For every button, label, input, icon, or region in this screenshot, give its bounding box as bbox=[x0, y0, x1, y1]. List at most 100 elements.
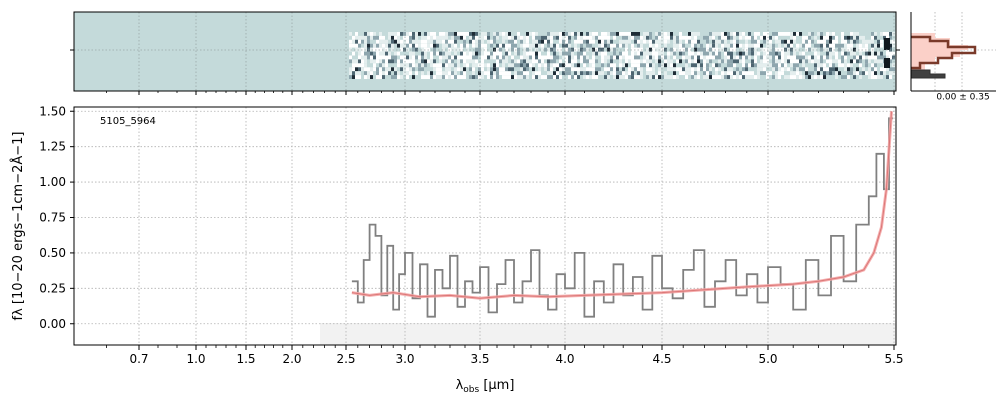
pixel bbox=[568, 67, 571, 72]
pixel bbox=[715, 32, 718, 36]
pixel bbox=[652, 51, 655, 56]
pixel bbox=[760, 55, 763, 60]
pixel bbox=[778, 39, 781, 44]
pixel bbox=[844, 71, 847, 76]
pixel bbox=[589, 59, 592, 64]
pixel bbox=[658, 71, 661, 76]
pixel bbox=[412, 35, 415, 40]
pixel bbox=[631, 63, 634, 68]
pixel bbox=[424, 35, 427, 40]
pixel bbox=[724, 51, 727, 56]
pixel bbox=[589, 75, 592, 80]
pixel bbox=[619, 55, 622, 60]
pixel bbox=[884, 58, 890, 68]
pixel bbox=[358, 47, 361, 52]
pixel bbox=[877, 75, 880, 80]
pixel bbox=[820, 43, 823, 48]
pixel bbox=[775, 59, 778, 64]
pixel bbox=[727, 75, 730, 80]
pixel bbox=[721, 43, 724, 48]
pixel bbox=[718, 75, 721, 80]
pixel bbox=[862, 55, 865, 60]
pixel bbox=[547, 51, 550, 56]
pixel bbox=[367, 75, 370, 80]
pixel bbox=[472, 71, 475, 76]
pixel bbox=[670, 47, 673, 52]
pixel bbox=[841, 55, 844, 60]
pixel bbox=[796, 35, 799, 40]
pixel bbox=[814, 63, 817, 68]
pixel bbox=[469, 51, 472, 56]
pixel bbox=[436, 63, 439, 68]
pixel bbox=[730, 71, 733, 76]
pixel bbox=[772, 43, 775, 48]
pixel bbox=[616, 75, 619, 80]
pixel bbox=[850, 51, 853, 56]
pixel bbox=[349, 71, 352, 76]
pixel bbox=[784, 63, 787, 68]
pixel bbox=[835, 35, 838, 40]
pixel bbox=[358, 39, 361, 44]
pixel bbox=[721, 75, 724, 80]
pixel bbox=[694, 67, 697, 72]
pixel bbox=[664, 39, 667, 44]
pixel bbox=[409, 51, 412, 56]
pixel bbox=[577, 67, 580, 72]
pixel bbox=[604, 63, 607, 68]
pixel bbox=[796, 47, 799, 52]
pixel bbox=[616, 59, 619, 64]
pixel bbox=[607, 71, 610, 76]
pixel bbox=[538, 71, 541, 76]
pixel bbox=[376, 63, 379, 68]
pixel bbox=[766, 39, 769, 44]
pixel bbox=[658, 51, 661, 56]
pixel bbox=[736, 63, 739, 68]
pixel bbox=[502, 63, 505, 68]
pixel bbox=[460, 51, 463, 56]
pixel bbox=[373, 63, 376, 68]
pixel bbox=[745, 55, 748, 60]
pixel bbox=[349, 39, 352, 44]
pixel bbox=[802, 55, 805, 60]
pixel bbox=[514, 71, 517, 76]
pixel bbox=[700, 35, 703, 40]
pixel bbox=[406, 63, 409, 68]
pixel bbox=[739, 63, 742, 68]
pixel bbox=[772, 67, 775, 72]
pixel bbox=[862, 32, 865, 36]
pixel bbox=[856, 63, 859, 68]
pixel bbox=[772, 39, 775, 44]
pixel bbox=[691, 51, 694, 56]
pixel bbox=[688, 75, 691, 80]
pixel bbox=[556, 39, 559, 44]
pixel bbox=[622, 59, 625, 64]
pixel bbox=[625, 55, 628, 60]
pixel bbox=[493, 35, 496, 40]
pixel bbox=[442, 35, 445, 40]
pixel bbox=[679, 43, 682, 48]
pixel bbox=[610, 35, 613, 40]
pixel bbox=[379, 39, 382, 44]
pixel bbox=[478, 75, 481, 80]
pixel bbox=[571, 59, 574, 64]
pixel bbox=[751, 51, 754, 56]
pixel bbox=[448, 39, 451, 44]
pixel bbox=[658, 55, 661, 60]
pixel bbox=[850, 55, 853, 60]
pixel bbox=[445, 71, 448, 76]
pixel bbox=[355, 71, 358, 76]
pixel bbox=[691, 71, 694, 76]
pixel bbox=[478, 71, 481, 76]
pixel bbox=[487, 75, 490, 80]
pixel bbox=[352, 67, 355, 72]
pixel bbox=[535, 67, 538, 72]
pixel bbox=[433, 55, 436, 60]
pixel bbox=[838, 59, 841, 64]
pixel bbox=[760, 67, 763, 72]
pixel bbox=[571, 35, 574, 40]
pixel bbox=[373, 75, 376, 80]
pixel bbox=[850, 43, 853, 48]
pixel bbox=[562, 43, 565, 48]
pixel bbox=[553, 59, 556, 64]
pixel bbox=[826, 59, 829, 64]
